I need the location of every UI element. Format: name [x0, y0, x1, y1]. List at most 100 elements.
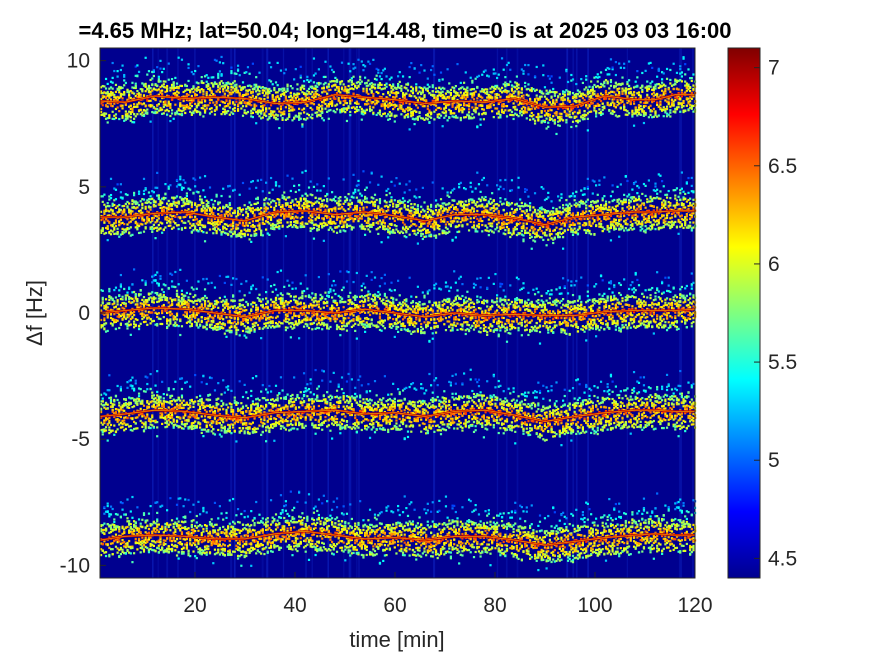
band-speckle [599, 113, 603, 117]
band-speckle [248, 221, 251, 225]
band-speckle [166, 113, 169, 116]
band-speckle [557, 120, 560, 123]
band-speckle [169, 86, 172, 89]
band-speckle [251, 180, 254, 183]
band-speckle [675, 106, 679, 109]
band-speckle [557, 116, 560, 119]
band-speckle [311, 95, 314, 98]
band-speckle [578, 99, 581, 102]
band-speckle [624, 91, 627, 94]
band-speckle [291, 106, 294, 109]
band-speckle [210, 209, 213, 212]
band-speckle [383, 199, 386, 202]
band-speckle [344, 215, 347, 218]
band-speckle [377, 112, 380, 115]
band-speckle [222, 110, 225, 114]
band-speckle [359, 75, 362, 78]
band-speckle [588, 95, 591, 98]
band-speckle [529, 108, 532, 111]
band-speckle [162, 83, 165, 86]
band-speckle [413, 95, 416, 98]
band-speckle [430, 68, 433, 72]
band-speckle [134, 202, 137, 206]
band-speckle [170, 208, 174, 211]
band-speckle [652, 88, 655, 92]
band-speckle [654, 93, 657, 97]
band-speckle [111, 87, 114, 90]
band-speckle [189, 200, 192, 203]
band-speckle [420, 91, 423, 94]
band-speckle [477, 113, 481, 116]
band-speckle [359, 212, 362, 216]
band-speckle [141, 204, 144, 207]
band-speckle [185, 214, 188, 217]
band-speckle [474, 108, 477, 111]
band-speckle [322, 199, 325, 202]
band-speckle [479, 104, 482, 107]
band-speckle [423, 99, 426, 102]
band-speckle [654, 112, 657, 115]
band-speckle [119, 222, 122, 225]
band-speckle [134, 212, 137, 215]
band-speckle [109, 98, 113, 101]
band-speckle [472, 116, 476, 119]
band-speckle [286, 99, 289, 102]
band-speckle [461, 109, 464, 113]
band-speckle [111, 93, 114, 96]
band-speckle [283, 195, 286, 199]
band-speckle [355, 209, 358, 213]
band-speckle [562, 119, 565, 122]
band-speckle [240, 208, 243, 212]
band-speckle [189, 103, 192, 107]
band-speckle [243, 101, 246, 104]
band-speckle [265, 207, 268, 211]
band-speckle [232, 224, 235, 227]
band-speckle [690, 91, 693, 95]
band-speckle [331, 214, 334, 218]
band-speckle [401, 109, 405, 113]
band-speckle [385, 189, 388, 192]
band-speckle [372, 86, 375, 89]
band-speckle [664, 92, 667, 95]
band-speckle [172, 200, 175, 203]
band-speckle [527, 94, 530, 97]
band-speckle [230, 70, 233, 73]
band-speckle [217, 84, 220, 87]
band-speckle [375, 228, 378, 231]
band-speckle [431, 86, 434, 89]
band-speckle [321, 87, 324, 90]
band-speckle [123, 204, 126, 208]
band-speckle [179, 98, 182, 101]
band-speckle [101, 94, 104, 98]
band-speckle [443, 111, 446, 115]
band-speckle [109, 177, 113, 180]
band-speckle [166, 209, 169, 212]
band-speckle [250, 115, 253, 118]
band-speckle [690, 97, 693, 100]
band-speckle [497, 102, 500, 106]
band-speckle [598, 86, 601, 89]
band-speckle [456, 106, 459, 109]
band-speckle [288, 205, 291, 208]
band-speckle [321, 205, 324, 208]
band-speckle [190, 231, 193, 234]
band-speckle [324, 75, 327, 79]
band-speckle [448, 82, 451, 85]
band-speckle [372, 95, 375, 98]
band-speckle [380, 175, 383, 178]
band-speckle [268, 90, 271, 93]
band-speckle [286, 83, 289, 86]
band-speckle [144, 222, 147, 225]
band-speckle [482, 88, 485, 92]
band-speckle [459, 91, 462, 94]
band-speckle [199, 227, 202, 231]
band-speckle [365, 81, 368, 85]
band-speckle [410, 219, 413, 222]
band-speckle [472, 91, 476, 95]
band-speckle [588, 91, 591, 95]
band-speckle [253, 83, 256, 86]
band-speckle [212, 93, 215, 96]
band-speckle [311, 113, 314, 116]
band-speckle [172, 197, 175, 200]
band-speckle [548, 116, 551, 119]
